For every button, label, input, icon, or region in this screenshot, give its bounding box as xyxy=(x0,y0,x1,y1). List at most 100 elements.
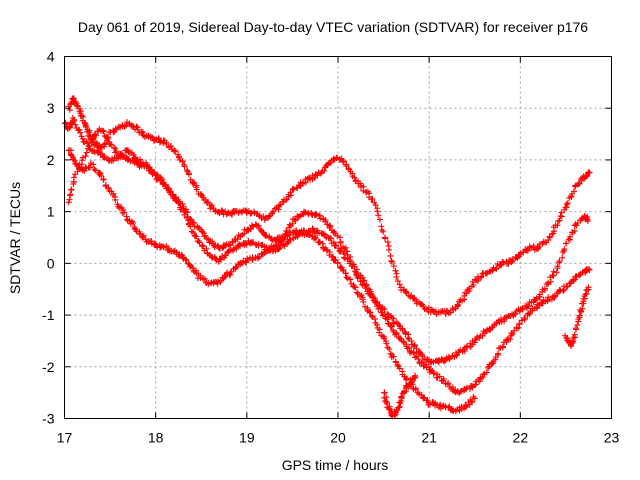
data-point xyxy=(322,216,329,223)
data-point xyxy=(556,258,563,265)
data-point xyxy=(368,291,375,298)
data-point xyxy=(110,144,117,151)
data-point xyxy=(570,188,577,195)
data-point xyxy=(379,309,386,316)
data-point xyxy=(279,236,286,243)
data-point xyxy=(217,256,224,263)
data-point xyxy=(554,290,561,297)
data-point xyxy=(299,180,306,187)
data-point xyxy=(396,365,403,372)
data-point xyxy=(90,161,97,168)
series-3 xyxy=(65,125,593,397)
data-point xyxy=(375,212,382,219)
data-point xyxy=(133,160,140,167)
data-point xyxy=(181,163,188,170)
data-point xyxy=(400,338,407,345)
data-point xyxy=(311,234,318,241)
series-4 xyxy=(65,147,478,415)
data-point xyxy=(567,233,574,240)
data-point xyxy=(74,168,81,175)
data-point xyxy=(72,121,79,128)
data-point xyxy=(89,136,96,143)
data-point xyxy=(289,186,296,193)
data-point xyxy=(179,201,186,208)
data-point xyxy=(332,242,339,249)
data-point xyxy=(140,232,147,239)
data-point xyxy=(83,149,90,156)
data-point xyxy=(226,272,233,279)
data-point xyxy=(351,174,358,181)
data-point xyxy=(327,223,334,230)
data-point xyxy=(388,323,395,330)
data-point xyxy=(446,356,453,363)
data-point xyxy=(171,147,178,154)
data-point xyxy=(385,405,392,412)
data-point xyxy=(76,126,83,133)
data-point xyxy=(386,246,393,253)
data-point xyxy=(167,143,174,150)
data-point xyxy=(372,202,379,209)
data-point xyxy=(221,274,228,281)
data-point xyxy=(187,223,194,230)
data-point xyxy=(193,186,200,193)
data-point xyxy=(571,228,578,235)
data-point xyxy=(381,389,388,396)
data-point xyxy=(321,167,328,174)
data-point xyxy=(91,148,98,155)
data-point xyxy=(190,219,197,226)
data-point xyxy=(188,228,195,235)
data-point xyxy=(99,150,106,157)
data-point xyxy=(384,344,391,351)
data-point xyxy=(204,200,211,207)
data-point xyxy=(156,139,163,146)
data-point xyxy=(86,143,93,150)
data-point xyxy=(564,200,571,207)
data-point xyxy=(383,394,390,401)
data-point xyxy=(585,266,592,273)
data-point xyxy=(390,319,397,326)
data-point xyxy=(499,343,506,350)
data-point xyxy=(130,219,137,226)
data-point xyxy=(176,200,183,207)
data-point xyxy=(530,242,537,249)
data-point xyxy=(324,221,331,228)
y-tick-label: -2 xyxy=(42,359,55,375)
data-point xyxy=(561,246,568,253)
x-tick-label: 23 xyxy=(604,430,620,446)
x-axis-label: GPS time / hours xyxy=(282,457,389,473)
data-point xyxy=(354,290,361,297)
data-point xyxy=(399,395,406,402)
data-point xyxy=(255,255,262,262)
data-point xyxy=(416,391,423,398)
data-point xyxy=(340,158,347,165)
data-point xyxy=(79,157,86,164)
data-point xyxy=(407,381,414,388)
series-1 xyxy=(65,95,593,318)
data-point xyxy=(189,264,196,271)
data-point xyxy=(190,180,197,187)
series-5 xyxy=(381,372,419,420)
data-point xyxy=(181,211,188,218)
data-point xyxy=(255,222,262,229)
data-point xyxy=(469,384,476,391)
data-point xyxy=(190,229,197,236)
data-point xyxy=(291,216,298,223)
data-point xyxy=(419,359,426,366)
data-point xyxy=(508,259,515,266)
data-point xyxy=(179,158,186,165)
data-point xyxy=(321,231,328,238)
data-point xyxy=(396,281,403,288)
data-point xyxy=(415,356,422,363)
data-point xyxy=(334,260,341,267)
data-point xyxy=(266,213,273,220)
data-point xyxy=(324,247,331,254)
y-axis-label: SDTVAR / TECUs xyxy=(7,182,23,294)
data-point xyxy=(332,242,339,249)
data-point xyxy=(457,388,464,395)
data-point xyxy=(507,336,514,343)
data-point xyxy=(342,270,349,277)
data-point xyxy=(392,267,399,274)
data-point xyxy=(359,274,366,281)
data-point xyxy=(105,135,112,142)
data-point xyxy=(134,126,141,133)
